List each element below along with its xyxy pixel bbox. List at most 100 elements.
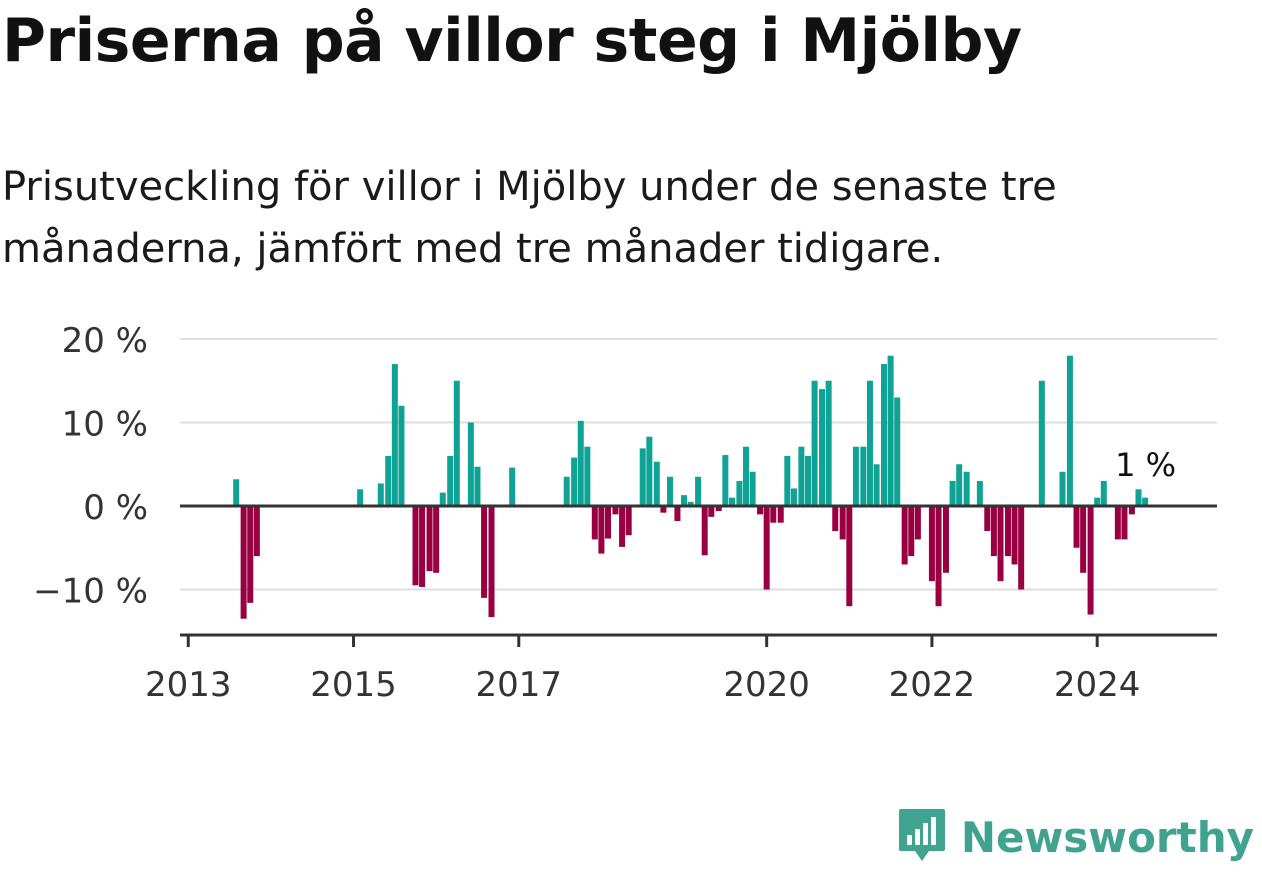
bar	[1094, 497, 1101, 506]
bar	[612, 506, 619, 515]
bar	[439, 492, 446, 506]
bar	[949, 480, 956, 506]
bar	[639, 448, 646, 506]
bar	[357, 489, 364, 506]
bar	[681, 495, 688, 506]
bar	[819, 389, 826, 506]
bar	[605, 506, 612, 539]
bar	[887, 355, 894, 506]
bar	[763, 506, 770, 590]
bar	[722, 455, 729, 506]
y-tick-label: −10 %	[33, 572, 148, 612]
bar	[398, 405, 405, 506]
y-tick-label: 0 %	[83, 488, 148, 528]
bar	[1121, 506, 1128, 540]
chart-title: Priserna på villor steg i Mjölby	[2, 6, 1022, 76]
x-tick-label: 2022	[889, 665, 976, 705]
bar	[1128, 506, 1135, 515]
bar	[646, 436, 653, 506]
bar	[1114, 506, 1121, 540]
bar	[990, 506, 997, 557]
bar	[1142, 497, 1149, 506]
x-tick-label: 2024	[1054, 665, 1141, 705]
bar	[708, 506, 715, 517]
bar	[447, 455, 454, 506]
bar	[467, 422, 474, 506]
bar	[997, 506, 1004, 582]
x-tick-label: 2013	[145, 665, 232, 705]
bar	[866, 380, 873, 506]
bar	[790, 488, 797, 506]
bar	[433, 506, 440, 573]
bar	[784, 455, 791, 506]
latest-value-annotation: 1 %	[1115, 446, 1176, 484]
bar	[749, 471, 756, 506]
bar	[1038, 380, 1045, 506]
bar	[571, 457, 578, 506]
x-tick-label: 2020	[723, 665, 810, 705]
bar-chart-logo-icon	[897, 807, 947, 867]
bar	[247, 506, 254, 603]
bar	[1080, 506, 1087, 573]
bar-layer	[233, 355, 1149, 619]
bar	[777, 506, 784, 523]
bar	[577, 420, 584, 506]
bar	[1135, 489, 1142, 506]
bar	[509, 467, 516, 506]
y-tick-label: 20 %	[62, 321, 148, 361]
y-tick-label: 10 %	[62, 405, 148, 445]
bar	[674, 506, 681, 522]
bar	[453, 380, 460, 506]
bar	[736, 480, 743, 506]
bar	[881, 364, 888, 506]
bar	[1073, 506, 1080, 548]
bar	[935, 506, 942, 607]
chart-subtitle: Prisutveckling för villor i Mjölby under…	[2, 164, 1057, 272]
bar	[619, 506, 626, 547]
bar	[1066, 355, 1073, 506]
bar	[894, 397, 901, 506]
bar	[804, 455, 811, 506]
bar	[928, 506, 935, 582]
bar	[728, 497, 735, 506]
brand-name: Newsworthy	[960, 812, 1254, 862]
bar	[391, 364, 398, 506]
bar	[481, 506, 488, 598]
bar	[811, 380, 818, 506]
bar	[914, 506, 921, 540]
grid-layer	[180, 338, 1217, 591]
axis-layer: 20 % 10 % 0 % −10 % 2013 2015 2017 2020 2022 2024…	[33, 321, 1217, 705]
bar	[1018, 506, 1025, 590]
bar	[426, 506, 433, 572]
bar	[1087, 506, 1094, 615]
bar	[846, 506, 853, 607]
bar	[825, 380, 832, 506]
bar	[743, 446, 750, 506]
bar	[660, 506, 667, 513]
bar	[770, 506, 777, 523]
bar	[653, 461, 660, 506]
x-tick-label: 2017	[476, 665, 563, 705]
bar	[832, 506, 839, 532]
bar	[253, 506, 260, 557]
bar	[1059, 471, 1066, 506]
bar	[956, 464, 963, 506]
bar	[385, 455, 392, 506]
bar	[474, 466, 481, 506]
bar	[488, 506, 495, 618]
bar	[852, 446, 859, 506]
bar	[377, 483, 384, 506]
bar	[240, 506, 247, 619]
bar	[984, 506, 991, 532]
bar	[942, 506, 949, 573]
bar	[1011, 506, 1018, 565]
bar	[901, 506, 908, 565]
bar	[695, 476, 702, 506]
bar	[412, 506, 419, 586]
bar	[687, 501, 694, 506]
bar	[666, 476, 673, 506]
bar	[1004, 506, 1011, 557]
bar	[701, 506, 708, 556]
x-tick-label: 2015	[310, 665, 397, 705]
bar	[563, 476, 570, 506]
